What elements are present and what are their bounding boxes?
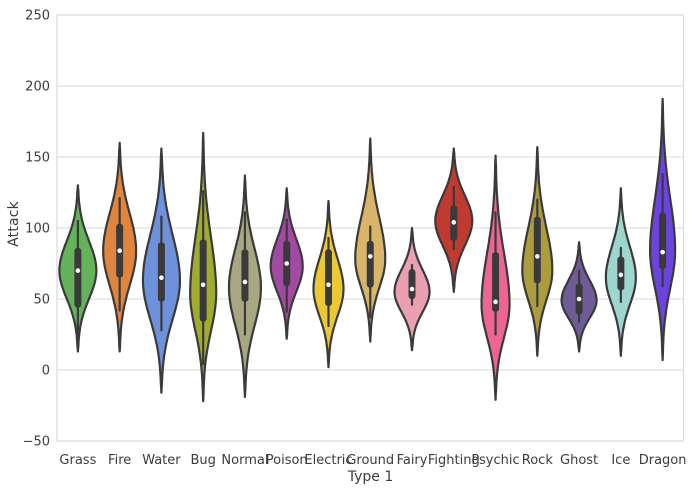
median-dot-grass xyxy=(75,268,81,273)
median-dot-dragon xyxy=(660,249,665,255)
median-dot-fire xyxy=(117,248,122,254)
median-dot-fighting xyxy=(451,220,457,225)
median-dot-poison xyxy=(284,261,290,266)
y-tick-label--50: −50 xyxy=(23,435,50,450)
plot-border xyxy=(56,14,685,442)
violin-ghost xyxy=(560,241,598,353)
x-tick-label-ice: Ice xyxy=(611,453,630,468)
x-tick-label-poison: Poison xyxy=(266,453,308,468)
violin-ice xyxy=(604,187,637,357)
x-tick-label-fairy: Fairy xyxy=(397,453,428,468)
x-tick-label-bug: Bug xyxy=(190,453,215,468)
x-tick-label-water: Water xyxy=(142,453,181,468)
x-tick-label-ghost: Ghost xyxy=(560,453,598,468)
violin-ground xyxy=(354,137,387,343)
violin-water xyxy=(141,147,181,394)
violin-fighting xyxy=(434,147,474,293)
x-tick-label-fire: Fire xyxy=(108,453,131,468)
median-dot-rock xyxy=(535,254,540,259)
y-tick-label-200: 200 xyxy=(25,80,50,95)
iqr-box-normal xyxy=(241,249,249,302)
y-tick-label-50: 50 xyxy=(33,293,50,308)
median-dot-psychic xyxy=(493,299,498,305)
violin-dragon xyxy=(649,97,677,362)
x-tick-label-psychic: Psychic xyxy=(471,453,519,468)
median-dot-normal xyxy=(242,279,248,285)
iqr-box-water xyxy=(157,242,165,302)
x-tick-label-fighting: Fighting xyxy=(428,453,480,468)
violin-psychic xyxy=(480,154,511,401)
y-tick-label-0: 0 xyxy=(42,364,50,379)
violin-fairy xyxy=(393,226,431,352)
violin-normal xyxy=(227,174,262,399)
iqr-box-psychic xyxy=(492,252,500,312)
x-axis-label: Type 1 xyxy=(347,469,394,485)
median-dot-ground xyxy=(367,254,373,259)
iqr-box-dragon xyxy=(659,212,667,270)
x-tick-label-rock: Rock xyxy=(522,453,554,468)
x-tick-label-normal: Normal xyxy=(221,453,268,468)
y-tick-label-150: 150 xyxy=(25,151,50,166)
median-dot-bug xyxy=(200,282,206,288)
violin-rock xyxy=(521,146,554,357)
iqr-box-fairy xyxy=(408,269,416,299)
median-dot-water xyxy=(159,275,164,281)
y-tick-label-100: 100 xyxy=(25,222,50,237)
median-dot-electric xyxy=(326,282,331,288)
y-axis-label: Attack xyxy=(6,201,22,247)
x-tick-label-ground: Ground xyxy=(346,453,394,468)
violin-electric xyxy=(312,199,345,369)
iqr-box-bug xyxy=(199,239,207,322)
violin-fire xyxy=(102,141,138,353)
median-dot-ice xyxy=(618,272,624,278)
iqr-box-grass xyxy=(74,247,82,308)
violin-bug xyxy=(189,131,218,403)
violin-grass xyxy=(58,184,98,353)
iqr-box-electric xyxy=(324,249,332,307)
median-dot-ghost xyxy=(576,296,582,302)
x-tick-label-dragon: Dragon xyxy=(639,453,687,468)
median-dot-fairy xyxy=(409,286,415,292)
iqr-box-ground xyxy=(366,240,374,288)
x-tick-label-electric: Electric xyxy=(304,453,352,468)
iqr-box-rock xyxy=(533,216,541,284)
y-tick-label-250: 250 xyxy=(25,9,50,24)
x-tick-label-grass: Grass xyxy=(59,453,96,468)
violin-poison xyxy=(269,187,304,340)
